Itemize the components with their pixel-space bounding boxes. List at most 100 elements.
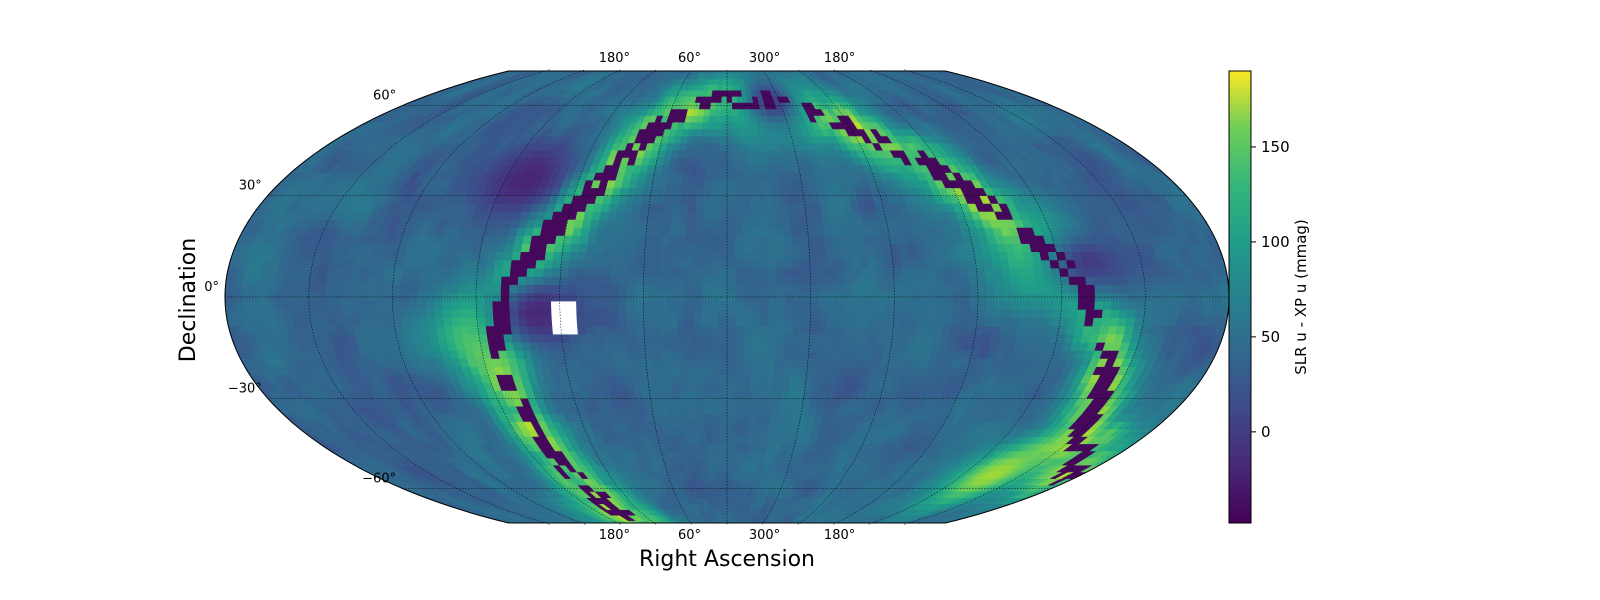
heat-cell [926, 276, 937, 285]
heat-cell [709, 284, 719, 294]
heat-cell [1210, 309, 1221, 318]
heat-cell [241, 276, 253, 285]
heat-cell [656, 543, 683, 546]
heat-cell [662, 526, 672, 531]
heat-cell [734, 325, 744, 335]
heat-cell [715, 531, 719, 536]
heat-cell [758, 374, 768, 383]
heat-cell [734, 350, 744, 359]
heat-cell [724, 535, 727, 539]
heat-cell [771, 543, 798, 546]
heat-cell [712, 436, 721, 445]
heat-cell [705, 543, 714, 546]
heat-cell [727, 526, 730, 531]
heat-cell [666, 405, 676, 415]
heat-cell [677, 358, 688, 367]
heat-cell [418, 267, 429, 277]
heat-cell [426, 267, 437, 277]
heat-cell [1075, 317, 1086, 327]
heat-cell [734, 341, 744, 351]
heat-cell [968, 300, 979, 310]
heat-cell [835, 284, 845, 294]
heat-cell [452, 259, 463, 269]
heat-cell [426, 317, 437, 327]
heat-cell [761, 543, 783, 546]
heat-cell [933, 325, 944, 335]
heat-cell [459, 267, 470, 277]
heat-cell [718, 276, 728, 285]
heat-cell [767, 341, 777, 351]
heat-cell [726, 358, 736, 367]
heat-cell [452, 325, 463, 335]
heat-cell [368, 267, 379, 277]
heat-cell [741, 398, 751, 407]
heat-cell [563, 350, 574, 359]
heat-cell [1118, 276, 1129, 285]
heat-cell [943, 276, 953, 285]
heat-cell [350, 300, 360, 310]
heat-cell [734, 390, 743, 399]
heat-cell [786, 398, 797, 407]
heat-cell [1052, 284, 1062, 294]
heat-cell [709, 267, 720, 277]
heat-cell [918, 284, 929, 294]
heat-cell [843, 309, 853, 318]
heat-cell [993, 276, 1004, 285]
heat-cell [707, 543, 716, 546]
heat-cell [675, 543, 695, 546]
heat-cell [885, 284, 895, 294]
heat-cell [672, 390, 682, 399]
heat-cell [721, 503, 728, 510]
heat-cell [573, 535, 602, 539]
heat-cell [450, 309, 461, 318]
heat-cell [1016, 325, 1027, 335]
heat-cell [917, 267, 928, 277]
heat-cell [750, 543, 765, 546]
heat-cell [741, 543, 751, 546]
heat-cell [477, 325, 488, 335]
heat-cell [660, 333, 670, 343]
heat-cell [551, 267, 562, 277]
heat-cell [784, 317, 795, 327]
heat-cell [741, 413, 750, 422]
heat-cell [610, 259, 620, 269]
heat-cell [400, 284, 410, 294]
heat-cell [317, 309, 328, 318]
heat-cell [475, 276, 486, 285]
heat-cell [880, 350, 891, 359]
heat-cell [651, 276, 661, 285]
heat-cell [788, 531, 801, 536]
heat-cell [644, 350, 655, 359]
heat-cell [631, 374, 641, 383]
heat-cell [743, 543, 754, 546]
heat-cell [576, 300, 586, 310]
heat-cell [668, 284, 678, 294]
heat-cell [701, 333, 711, 343]
heat-cell [544, 526, 567, 531]
heat-cell [775, 350, 785, 359]
heat-cell [663, 543, 688, 546]
heat-cell [960, 276, 970, 285]
heat-cell [568, 259, 579, 269]
heat-cell [643, 317, 653, 327]
heat-cell [503, 333, 514, 343]
heat-cell [442, 292, 452, 302]
heat-cell [301, 267, 312, 277]
heat-cell [719, 405, 728, 415]
heat-cell [974, 325, 985, 335]
heat-cell [660, 325, 670, 335]
heat-cell [392, 300, 402, 310]
heat-cell [776, 325, 786, 335]
heat-cell [804, 531, 819, 536]
heat-cell [786, 539, 806, 543]
heat-cell [468, 317, 479, 327]
heat-cell [1060, 309, 1070, 318]
heat-cell [545, 341, 556, 351]
heat-cell [1102, 284, 1113, 294]
heat-cell [749, 543, 764, 546]
heat-cell [782, 358, 793, 367]
heat-cell [663, 535, 676, 539]
heat-cell [834, 267, 845, 277]
heat-cell [601, 284, 611, 294]
heat-cell [400, 309, 411, 318]
